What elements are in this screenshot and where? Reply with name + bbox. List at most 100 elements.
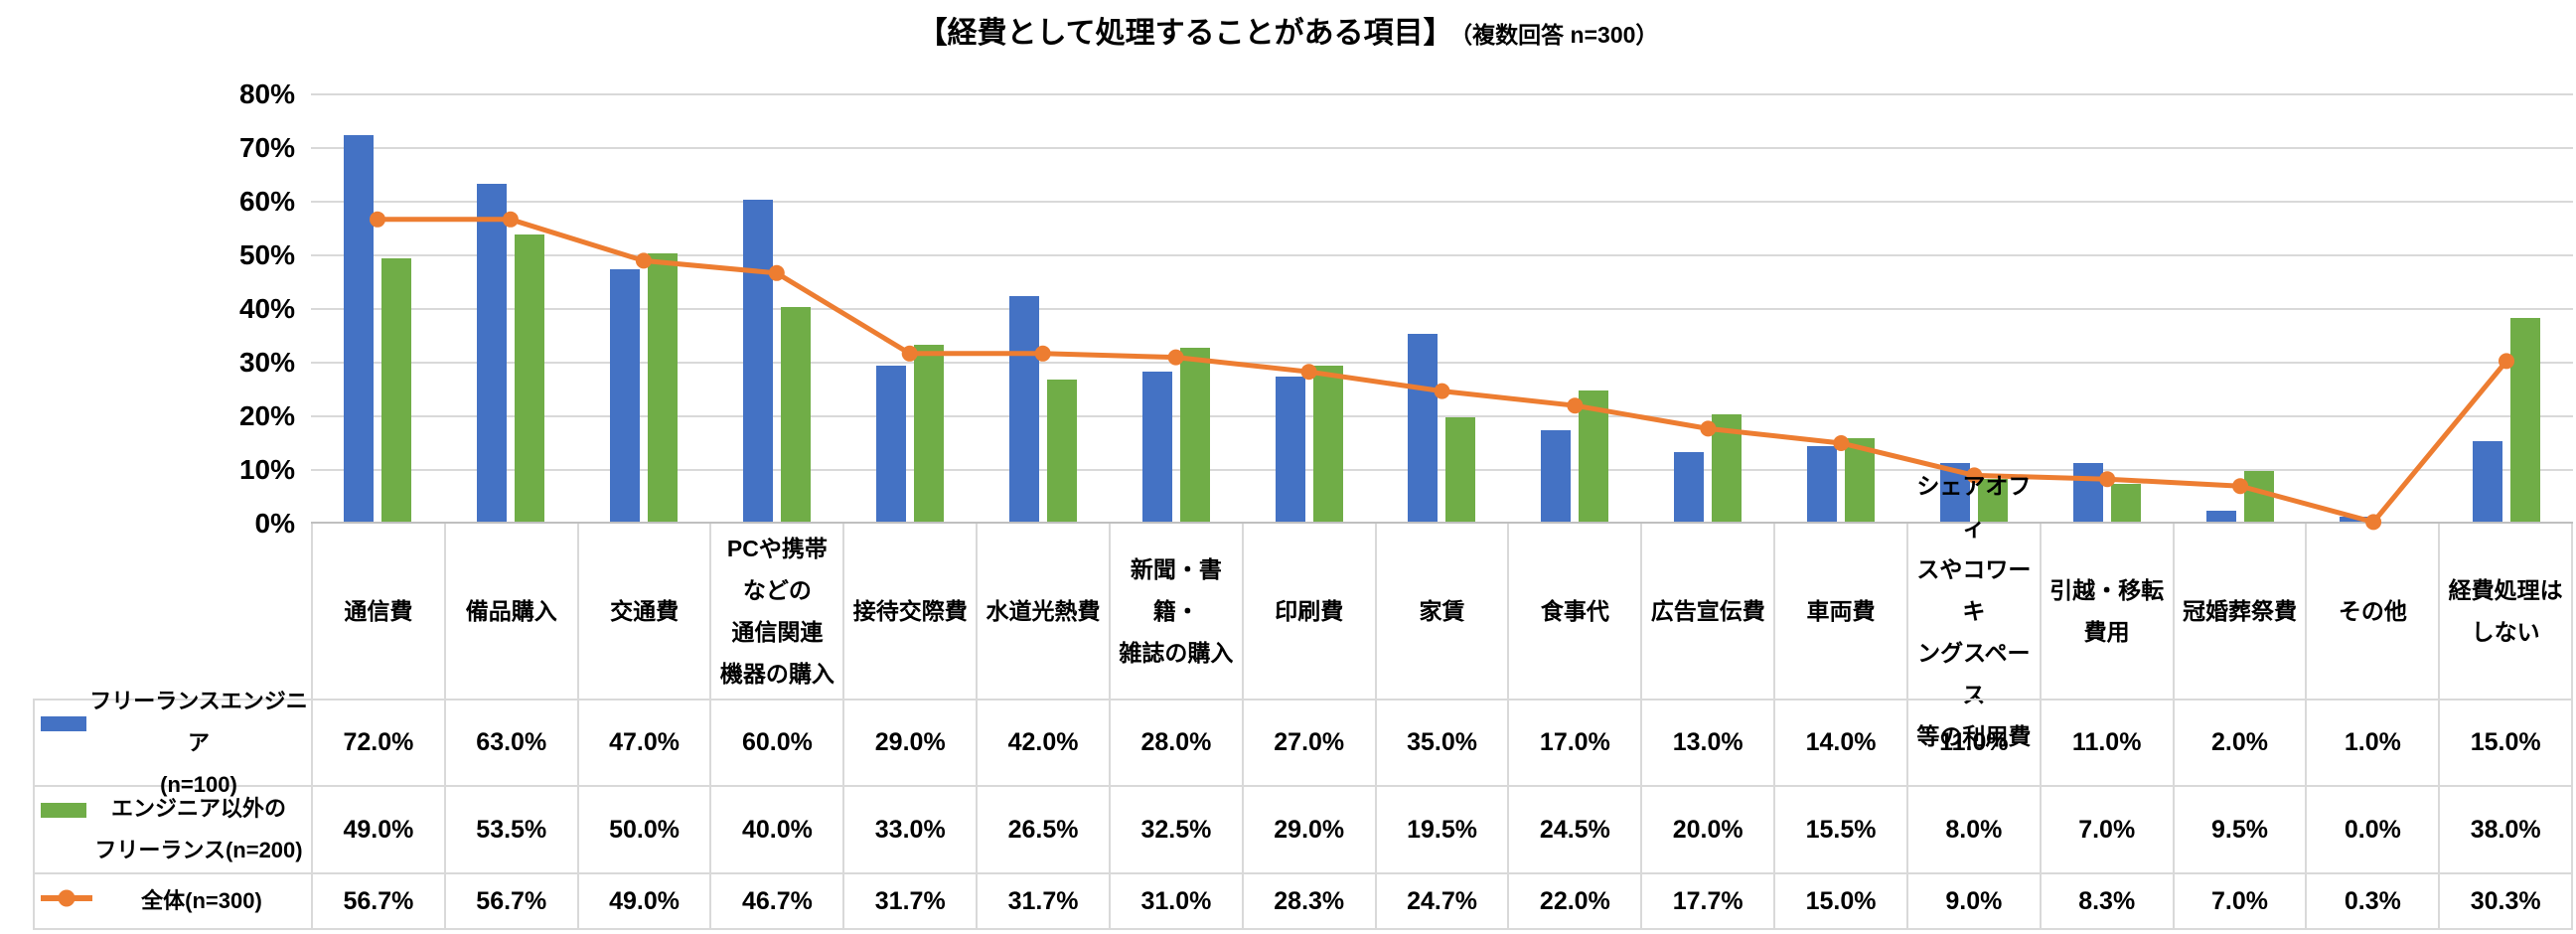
bar-non-engineer-freelance <box>1978 478 2009 522</box>
table-cell: 14.0% <box>1775 700 1908 785</box>
line-marker <box>1167 349 1184 366</box>
table-cell: 24.5% <box>1509 787 1643 872</box>
legend-key-non-engineer-freelance-icon <box>41 803 86 818</box>
table-cell: 56.7% <box>313 874 446 928</box>
table-cell: 29.0% <box>844 700 979 785</box>
category-label-line: PCや携帯 <box>726 536 828 561</box>
category-label-line: 雑誌の購入 <box>1119 640 1234 666</box>
table-cell: 28.0% <box>1111 700 1244 785</box>
y-axis-label: 70% <box>238 132 295 163</box>
bar-non-engineer-freelance <box>2111 484 2142 522</box>
category-label-line: 広告宣伝費 <box>1650 598 1765 624</box>
category-label: 引越・移転 費用 <box>2039 524 2173 699</box>
line-marker <box>1034 345 1051 362</box>
bar-non-engineer-freelance <box>913 344 944 522</box>
table-cell: 27.0% <box>1244 700 1377 785</box>
gridline <box>311 201 2573 203</box>
category-label: その他 <box>2305 524 2438 699</box>
bar-freelance-engineer <box>742 200 773 522</box>
table-cell: 19.5% <box>1377 787 1510 872</box>
bar-freelance-engineer <box>1275 377 1305 522</box>
bar-freelance-engineer <box>2472 441 2502 522</box>
category-column <box>977 94 1110 522</box>
table-cell: 0.0% <box>2307 787 2441 872</box>
legend-cell: 全体(n=300) <box>35 874 313 928</box>
legend-label-line: フリーランス(n=200) <box>94 838 303 862</box>
category-column <box>710 94 843 522</box>
bar-pair <box>2073 462 2142 522</box>
line-marker <box>2365 514 2382 531</box>
gridline <box>311 308 2573 310</box>
line-marker <box>370 211 385 228</box>
table-cell: 8.0% <box>1908 787 2042 872</box>
legend-label-line: フリーランスエンジニア <box>89 688 308 755</box>
category-label: 交通費 <box>576 524 710 699</box>
legend-label: 全体(n=300) <box>92 880 311 922</box>
bar-non-engineer-freelance <box>1179 347 1210 522</box>
table-cell: 13.0% <box>1642 700 1776 785</box>
category-label-line: 経費処理は <box>2448 577 2563 603</box>
table-cell: 15.5% <box>1775 787 1908 872</box>
table-cell: 46.7% <box>711 874 845 928</box>
table-cell: 40.0% <box>711 787 845 872</box>
y-axis-label: 40% <box>238 293 295 324</box>
y-axis-label: 60% <box>238 186 295 217</box>
bar-non-engineer-freelance <box>380 258 411 522</box>
bar-pair <box>1141 347 1210 522</box>
line-marker <box>1300 364 1317 381</box>
bar-freelance-engineer <box>2206 511 2237 522</box>
category-label-line: しない <box>2471 619 2540 645</box>
category-label-line: 新聞・書籍・ <box>1130 556 1222 624</box>
table-cell: 30.3% <box>2470 886 2541 915</box>
bar-non-engineer-freelance <box>1445 416 1476 522</box>
trend-line-layer <box>370 211 2514 531</box>
bar-pair <box>2472 317 2540 522</box>
category-label-line: 印刷費 <box>1275 598 1344 624</box>
line-marker <box>768 264 785 281</box>
table-cell: 1.0% <box>2307 700 2441 785</box>
bar-pair <box>1408 334 1476 522</box>
line-marker <box>2099 471 2116 488</box>
category-label-line: 通信費 <box>344 598 413 624</box>
bar-columns <box>311 94 2573 522</box>
bar-non-engineer-freelance <box>1312 366 1343 522</box>
table-cell: 35.0% <box>1377 700 1510 785</box>
category-label: 冠婚葬祭費 <box>2172 524 2306 699</box>
category-column <box>1376 94 1509 522</box>
bar-freelance-engineer <box>2073 462 2104 522</box>
category-label-line: スやコワーキ <box>1916 556 2032 624</box>
table-cell: 38.0% <box>2470 815 2541 844</box>
table-cell: 47.0% <box>579 700 712 785</box>
bar-freelance-engineer <box>1541 430 1572 522</box>
category-column <box>1110 94 1243 522</box>
bar-pair <box>343 135 411 522</box>
line-marker <box>1700 420 1717 437</box>
bar-pair <box>742 200 811 522</box>
line-marker <box>2499 353 2514 370</box>
table-cell: 28.3% <box>1244 874 1377 928</box>
bar-pair <box>875 344 944 522</box>
gridline <box>311 93 2573 95</box>
y-axis-label: 80% <box>238 78 295 109</box>
category-label-line: その他 <box>2338 598 2407 624</box>
category-label: 印刷費 <box>1241 524 1375 699</box>
category-label-line: シェアオフィ <box>1916 473 2032 541</box>
table-cell: 29.0% <box>1244 787 1377 872</box>
category-label-line: 機器の購入 <box>719 661 834 687</box>
line-marker <box>1966 467 1983 484</box>
category-label: 広告宣伝費 <box>1640 524 1773 699</box>
table-cell: 50.0% <box>579 787 712 872</box>
table-cell: 53.5% <box>446 787 579 872</box>
bar-freelance-engineer <box>609 269 640 522</box>
category-label-line: ングスペース <box>1917 640 2031 707</box>
bar-non-engineer-freelance <box>647 253 678 522</box>
category-label: 水道光熱費 <box>976 524 1109 699</box>
table-cell: 0.3% <box>2307 874 2441 928</box>
data-table: フリーランスエンジニア (n=100) 72.0% 63.0% 47.0% 60.0% 29… <box>33 689 2573 930</box>
category-column <box>444 94 577 522</box>
bar-non-engineer-freelance <box>514 234 544 522</box>
bar-freelance-engineer <box>343 135 374 522</box>
table-cell: 8.3% <box>2042 874 2175 928</box>
table-cell: 72.0% <box>313 700 446 785</box>
table-cell: 49.0% <box>579 874 712 928</box>
